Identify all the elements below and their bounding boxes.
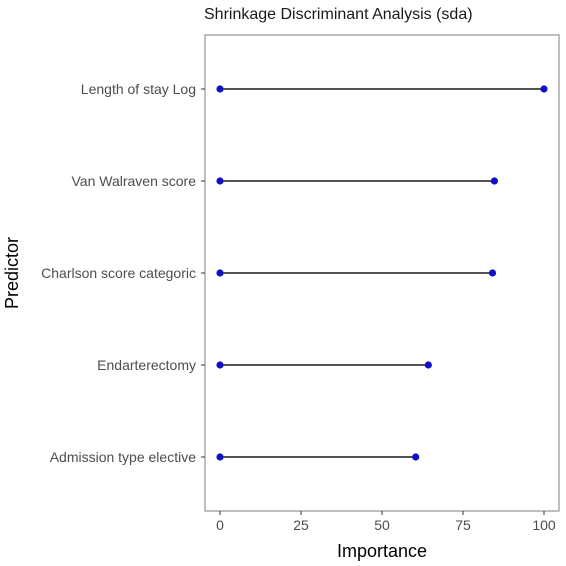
chart-title: Shrinkage Discriminant Analysis (sda) (204, 6, 473, 23)
start-point (216, 177, 224, 185)
y-tick-label: Admission type elective (50, 449, 197, 465)
end-point (424, 361, 432, 369)
end-point (490, 177, 499, 185)
x-axis-title: Importance (337, 541, 427, 561)
y-axis-title: Predictor (2, 237, 22, 309)
x-axis: 0 25 50 75 100 (216, 511, 556, 533)
x-tick-label: 25 (293, 517, 309, 533)
end-point (488, 269, 497, 277)
y-tick-label: Endarterectomy (97, 357, 196, 373)
start-point (216, 361, 224, 369)
x-tick-label: 50 (374, 517, 390, 533)
start-point (216, 269, 224, 277)
y-axis: Length of stay Log Van Walraven score Char… (41, 81, 205, 465)
start-point (216, 85, 224, 93)
end-point (412, 453, 420, 461)
x-tick-label: 100 (532, 517, 556, 533)
start-point (216, 453, 224, 461)
end-point (540, 85, 548, 93)
x-tick-label: 75 (455, 517, 471, 533)
data-marks (216, 85, 548, 461)
y-tick-label: Length of stay Log (81, 81, 196, 97)
y-tick-label: Van Walraven score (72, 173, 197, 189)
x-tick-label: 0 (216, 517, 224, 533)
y-tick-label: Charlson score categoric (41, 265, 196, 281)
